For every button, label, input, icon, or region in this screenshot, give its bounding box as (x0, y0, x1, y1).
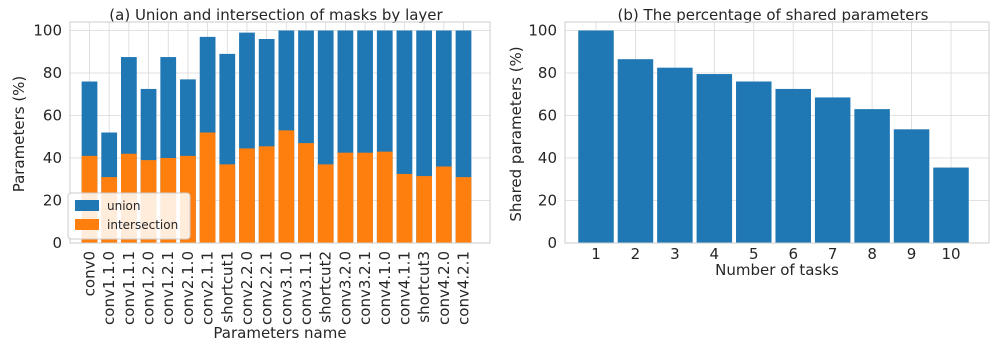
bar-tasks-4 (696, 74, 733, 243)
chart-a-x-tick-label: conv2.1.0 (179, 251, 197, 325)
bar-intersection-conv4-1-1 (396, 173, 413, 243)
chart-a-x-tick-label: conv2.2.1 (258, 251, 276, 325)
chart-b-x-tick-label: 1 (591, 245, 601, 263)
bar-intersection-conv4-2-0 (435, 166, 452, 243)
chart-b-x-tick-label: 10 (941, 245, 960, 263)
legend-label-union: union (107, 199, 141, 213)
chart-b-y-tick-label: 20 (538, 192, 557, 210)
chart-a-x-tick-label: conv2.2.0 (238, 251, 256, 325)
chart-b-bars (578, 30, 969, 243)
chart-a-y-tick-label: 0 (52, 234, 62, 252)
chart-a-x-tick-label: conv1.2.1 (159, 251, 177, 325)
chart-a-y-ticks: 0 20 40 60 80 100 (33, 22, 62, 253)
chart-a-x-tick-label: conv3.2.1 (356, 251, 374, 325)
bar-intersection-conv2-2-1 (258, 146, 275, 243)
chart-b-x-tick-label: 8 (867, 245, 877, 263)
bar-intersection-conv3-2-0 (337, 152, 354, 243)
chart-a-x-tick-label: conv3.1.1 (297, 251, 315, 325)
chart-b-y-tick-label: 0 (547, 234, 557, 252)
chart-a-x-tick-label: conv2.1.1 (199, 251, 217, 325)
chart-b-x-axis-label: Number of tasks (715, 261, 839, 279)
bar-tasks-9 (893, 129, 930, 243)
chart-a-x-tick-label: shortcut2 (317, 251, 335, 323)
bar-tasks-8 (854, 109, 890, 243)
bar-intersection-conv4-2-1 (455, 177, 472, 243)
chart-a-x-tick-label: shortcut1 (218, 251, 236, 323)
chart-b-x-ticks: 1 2 3 4 5 6 7 8 9 10 (591, 245, 960, 263)
bar-intersection-shortcut2 (317, 164, 334, 243)
bar-tasks-3 (657, 67, 693, 243)
bar-intersection-conv3-1-0 (278, 130, 295, 243)
bar-tasks-7 (814, 97, 851, 243)
chart-a-x-tick-label: conv4.1.0 (376, 251, 394, 325)
chart-a-x-tick-label: conv1.1.0 (100, 251, 118, 325)
bar-tasks-10 (933, 167, 969, 243)
legend-swatch-intersection (75, 219, 99, 230)
chart-b-x-tick-label: 2 (631, 245, 641, 263)
chart-a-x-tick-label: conv3.1.0 (277, 251, 295, 325)
legend-label-intersection: intersection (107, 218, 178, 232)
bar-intersection-conv3-1-1 (298, 143, 314, 243)
chart-a-x-tick-label: conv1.1.1 (120, 251, 138, 325)
bar-intersection-conv2-2-0 (239, 148, 255, 243)
chart-b-x-tick-label: 7 (828, 245, 838, 263)
chart-b-y-tick-label: 100 (528, 22, 557, 40)
bar-tasks-5 (736, 81, 772, 243)
chart-a-x-tick-label: conv1.2.0 (140, 251, 158, 325)
chart-a-x-tick-label: shortcut3 (415, 251, 433, 323)
chart-b-x-tick-label: 4 (710, 245, 720, 263)
chart-a-title: (a) Union and intersection of masks by l… (109, 6, 443, 24)
chart-b-y-ticks: 0 20 40 60 80 100 (528, 22, 557, 253)
chart-a-y-tick-label: 60 (43, 107, 62, 125)
chart-b-x-tick-label: 9 (907, 245, 917, 263)
bar-intersection-conv3-2-1 (357, 152, 373, 243)
bar-tasks-1 (578, 30, 614, 243)
chart-b-y-tick-label: 80 (538, 64, 557, 82)
chart-a-x-tick-label: conv3.2.0 (336, 251, 354, 325)
chart-a-bars (81, 30, 472, 243)
chart-b-y-tick-label: 40 (538, 149, 557, 167)
chart-b-x-tick-label: 3 (670, 245, 680, 263)
chart-a-y-tick-label: 100 (33, 22, 62, 40)
chart-a-x-ticks: conv0 conv1.1.0 conv1.1.1 conv1.2.0 conv1.2.… (81, 251, 473, 325)
chart-b-x-tick-label: 6 (788, 245, 798, 263)
chart-a-x-tick-label: conv4.1.1 (395, 251, 413, 325)
chart-b: (b) The percentage of shared parameters … (507, 6, 990, 279)
bar-intersection-conv4-1-0 (376, 151, 393, 243)
chart-a-x-tick-label: conv4.2.1 (455, 251, 473, 325)
bar-intersection-shortcut1 (219, 164, 236, 243)
bar-intersection-shortcut3 (416, 176, 433, 243)
bar-tasks-6 (775, 88, 811, 243)
chart-b-frame (564, 21, 990, 244)
chart-a-frame (69, 21, 491, 244)
chart-a-y-tick-label: 80 (43, 64, 62, 82)
bar-intersection-conv2-1-1 (199, 132, 216, 243)
chart-b-y-axis-label: Shared parameters (%) (507, 46, 525, 221)
chart-a-x-axis-label: Parameters name (213, 324, 346, 342)
chart-a-y-tick-label: 40 (43, 149, 62, 167)
chart-b-title: (b) The percentage of shared parameters (618, 6, 929, 24)
chart-a-y-tick-label: 20 (43, 192, 62, 210)
chart-a: (a) Union and intersection of masks by l… (10, 6, 491, 342)
chart-a-x-tick-label: conv4.2.0 (435, 251, 453, 325)
chart-b-y-tick-label: 60 (538, 107, 557, 125)
chart-a-legend: union intersection (67, 192, 191, 240)
bar-tasks-2 (617, 59, 654, 243)
chart-a-x-tick-label: conv0 (81, 251, 99, 296)
chart-b-x-tick-label: 5 (749, 245, 759, 263)
legend-swatch-union (75, 200, 99, 211)
chart-a-y-axis-label: Parameters (%) (10, 76, 28, 193)
